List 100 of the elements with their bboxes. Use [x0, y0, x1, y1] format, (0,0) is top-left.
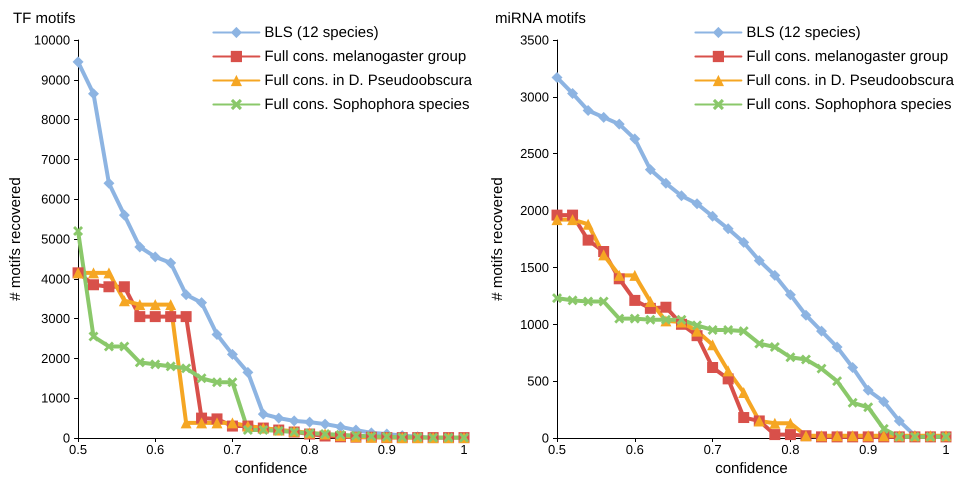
point — [552, 214, 562, 226]
point — [847, 362, 858, 373]
point — [614, 270, 625, 281]
point — [878, 424, 889, 434]
point — [304, 416, 316, 428]
x-tick-label: 0.9 — [859, 442, 878, 457]
legend-label: BLS (12 species) — [746, 24, 861, 41]
point — [226, 417, 238, 428]
point — [644, 164, 656, 176]
point — [582, 234, 594, 246]
point — [862, 384, 874, 396]
y-tick-label: 1500 — [520, 260, 549, 275]
y-tick-label: 1000 — [41, 390, 70, 406]
point — [103, 267, 114, 278]
y-tick-label: 9000 — [41, 72, 70, 88]
point — [708, 324, 718, 335]
point — [181, 363, 192, 374]
point — [211, 329, 222, 340]
point — [227, 377, 238, 388]
point — [878, 396, 890, 408]
x-tick-label: 0.5 — [548, 442, 566, 457]
point — [118, 295, 130, 306]
point — [134, 357, 145, 368]
legend-label: Full cons. melanogaster group — [264, 48, 466, 65]
point — [644, 296, 656, 308]
point — [150, 299, 161, 310]
y-tick-label: 0 — [62, 430, 70, 446]
point — [552, 293, 562, 304]
point — [769, 429, 780, 440]
y-tick-label: 2500 — [520, 146, 549, 162]
x-tick-label: 0.8 — [300, 442, 319, 457]
y-tick-label: 2000 — [520, 203, 549, 218]
point — [707, 210, 718, 222]
point — [567, 214, 578, 226]
x-tick-label: 0.8 — [781, 442, 800, 457]
point — [288, 415, 300, 426]
point — [614, 314, 624, 324]
point — [629, 133, 640, 144]
point — [630, 314, 640, 324]
point — [165, 311, 176, 322]
point — [88, 88, 99, 100]
point — [134, 299, 146, 310]
y-tick-label: 1000 — [520, 316, 549, 332]
point — [754, 255, 765, 266]
point — [242, 425, 253, 436]
point — [816, 326, 828, 337]
point — [150, 311, 161, 322]
point — [816, 364, 827, 374]
point — [629, 294, 640, 306]
x-tick-label: 1 — [942, 442, 950, 457]
point — [738, 326, 749, 336]
point — [660, 178, 672, 189]
point — [134, 311, 146, 322]
point — [165, 257, 176, 268]
point — [707, 362, 718, 373]
point — [334, 421, 346, 432]
y-tick-label: 5000 — [41, 232, 70, 246]
point — [629, 270, 640, 281]
chart-title: miRNA motifs — [495, 10, 586, 27]
point — [73, 226, 84, 236]
point — [88, 267, 99, 278]
y-tick-label: 4000 — [41, 271, 70, 286]
point — [103, 281, 114, 292]
point — [723, 324, 734, 335]
x-tick-label: 0.6 — [626, 442, 644, 457]
point — [242, 366, 254, 378]
point — [103, 178, 114, 189]
point — [784, 429, 796, 440]
point — [707, 339, 718, 350]
legend-label: BLS (12 species) — [264, 24, 379, 41]
x-tick-label: 0.6 — [146, 442, 164, 457]
y-tick-label: 0 — [542, 430, 549, 446]
legend-label: Full cons. Sophophora species — [746, 96, 952, 113]
point — [180, 311, 192, 322]
point — [72, 56, 84, 68]
point — [165, 299, 176, 310]
y-tick-label: 2000 — [41, 350, 70, 366]
point — [785, 352, 796, 362]
point — [676, 190, 687, 202]
y-tick-label: 500 — [527, 374, 549, 389]
point — [832, 376, 842, 386]
point — [118, 281, 130, 292]
point — [119, 341, 130, 352]
point — [226, 348, 238, 360]
point — [784, 289, 796, 300]
x-tick-label: 0.9 — [378, 442, 396, 457]
point — [660, 302, 672, 313]
point — [754, 338, 764, 349]
x-tick-label: 0.7 — [704, 442, 722, 457]
point — [676, 314, 686, 325]
point — [722, 223, 734, 234]
point — [582, 218, 594, 230]
legend-label: Full cons. in D. Pseudoobscura — [264, 72, 473, 89]
x-axis-title: confidence — [234, 460, 308, 477]
point — [738, 387, 750, 398]
x-tick-label: 0.5 — [69, 442, 88, 457]
y-axis-title: # motifs recovered — [489, 177, 506, 301]
y-tick-label: 3000 — [520, 89, 549, 104]
y-tick-label: 10000 — [34, 32, 70, 48]
point — [166, 361, 176, 372]
